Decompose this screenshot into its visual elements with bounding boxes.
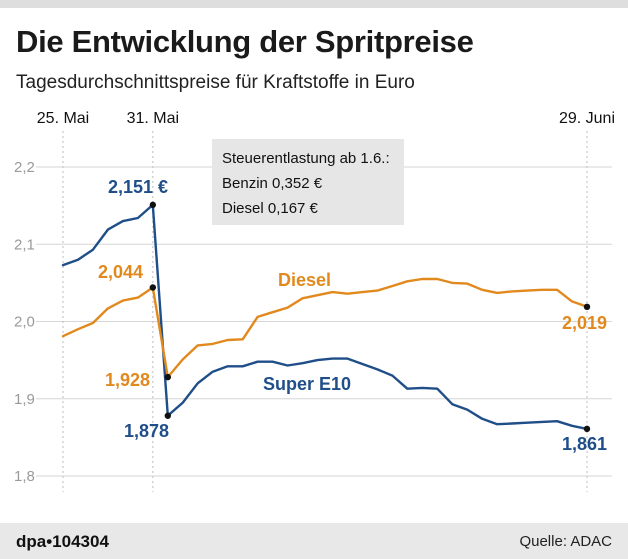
annotation-line-3: Diesel 0,167 € [222, 200, 319, 217]
data-label-super-e10-end: 1,861 [562, 434, 607, 454]
y-tick-label: 2,0 [14, 314, 35, 331]
y-tick-label: 1,9 [14, 391, 35, 408]
y-tick-label: 2,1 [14, 236, 35, 253]
top-bar [0, 0, 628, 8]
footer-logo: dpa•104304 [16, 532, 109, 551]
series-line-super-e10 [61, 203, 589, 431]
chart-subtitle: Tagesdurchschnittspreise für Kraftstoffe… [16, 72, 415, 93]
chart-title: Die Entwicklung der Spritpreise [16, 24, 474, 59]
data-label-super-e10-drop: 1,878 [124, 421, 169, 441]
series-label-diesel: Diesel [278, 270, 331, 290]
data-point-super-e10 [164, 412, 171, 419]
y-tick-label: 1,8 [14, 468, 35, 485]
series-layer [61, 203, 589, 431]
x-tick-label: 29. Juni [559, 110, 615, 127]
y-tick-label: 2,2 [14, 159, 35, 176]
data-point-diesel [164, 373, 171, 381]
data-point-super-e10 [149, 201, 157, 209]
x-tick-label: 31. Mai [127, 110, 179, 127]
line-chart: 1,8 1,9 2,0 2,1 2,2 25. Mai 31. Mai 29. Juni S… [14, 110, 615, 492]
data-point-diesel [149, 284, 157, 291]
data-label-super-e10-peak: 2,151 € [108, 177, 168, 197]
y-axis: 1,8 1,9 2,0 2,1 2,2 [14, 159, 35, 485]
data-label-diesel-end: 2,019 [562, 313, 607, 333]
series-label-super-e10: Super E10 [263, 374, 351, 394]
annotation-line-1: Steuerentlastung ab 1.6.: [222, 150, 390, 167]
footer: dpa•104304 Quelle: ADAC [0, 523, 628, 559]
data-label-diesel-peak: 2,044 [98, 262, 143, 282]
annotation-line-2: Benzin 0,352 € [222, 175, 323, 192]
x-axis: 25. Mai 31. Mai 29. Juni [37, 110, 615, 127]
x-tick-label: 25. Mai [37, 110, 89, 127]
annotation-box [212, 139, 404, 225]
chart-grid [36, 166, 612, 477]
footer-source: Quelle: ADAC [519, 533, 612, 550]
data-label-diesel-drop: 1,928 [105, 370, 150, 390]
points-layer [149, 201, 591, 433]
series-line-diesel [61, 277, 589, 379]
data-point-diesel [583, 303, 591, 311]
data-point-super-e10 [583, 425, 591, 433]
